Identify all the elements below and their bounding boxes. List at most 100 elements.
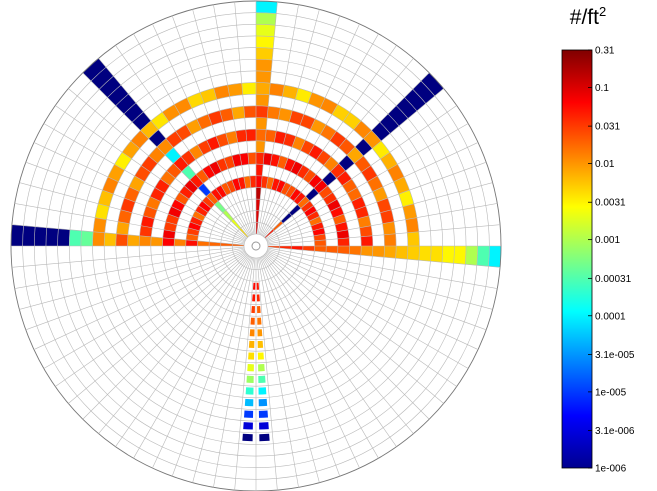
cell-northwest-18 [91,67,114,90]
cell-north-15 [256,47,274,60]
grid-spoke [260,23,360,236]
grid-spoke [263,254,414,434]
cell-arc-4-12 [280,182,292,196]
cell-west-18 [22,225,36,246]
cell-arc-8-29 [154,178,170,194]
cell-arc-10-16 [267,106,281,120]
cell-arc-6-30 [171,199,186,212]
cell-arc-12-26 [140,120,159,139]
grid-spoke [192,9,254,235]
cell-northeast-18 [412,81,435,104]
cell-east-17 [465,246,478,266]
cell-arc-10-33 [117,209,132,224]
cell-north-14 [256,59,273,72]
cell-arc-8-16 [265,129,277,143]
cell-arc-6-25 [195,169,210,184]
cell-northeast-17 [404,89,426,111]
cell-arc-4-5 [306,210,320,222]
cell-west-11 [104,232,117,246]
unit-base: #/ft [569,6,599,29]
cell-northwest-15 [115,94,136,114]
cell-south-left-10 [258,398,268,407]
cell-east-11 [395,246,408,260]
cell-arc-12-9 [353,120,372,139]
cell-arc-8-33 [140,215,155,228]
cell-arc-10-30 [128,175,145,192]
grid-spoke [265,105,457,240]
cell-arc-8-27 [166,163,182,179]
cell-arc-8-1 [359,225,373,237]
grid-spoke [267,247,498,289]
cell-arc-6-24 [202,164,216,179]
cell-south-right-9 [245,387,254,395]
cell-arc-12-29 [114,152,132,171]
cell-arc-12-25 [150,112,169,130]
cell-arc-12-0 [407,231,420,246]
cell-arc-8-19 [235,129,247,143]
cell-arc-10-32 [120,198,136,213]
cell-arc-4-26 [206,192,219,205]
cell-east-19 [488,246,501,268]
cell-arc-8-28 [160,170,176,186]
cell-south-right-13 [242,433,253,442]
cell-south-left-9 [258,387,267,395]
cell-south-right-11 [244,410,254,418]
cell-arc-10-35 [115,233,128,246]
cell-northeast-19 [421,72,444,97]
cell-south-left-5 [257,340,264,349]
cell-south-right-1 [252,294,256,302]
cell-north-19 [256,0,278,14]
colorbar-tick-label: 0.31 [595,46,615,57]
colorbar-tick-label: 0.00031 [595,274,632,285]
cell-arc-6-26 [189,174,204,189]
cell-arc-4-23 [220,182,232,196]
grid-spoke [115,45,250,237]
cell-south-left-11 [258,410,268,418]
grid-spoke [266,251,469,369]
colorbar-tick-label: 0.01 [595,159,615,170]
cell-arc-12-6 [380,152,398,171]
cell-south-right-6 [248,352,255,360]
cell-south-right-2 [251,305,255,314]
cell-arc-10-0 [384,233,397,246]
grid-spoke [266,142,479,242]
grid-spoke [264,254,430,420]
grid-spoke [263,58,414,238]
cell-south-right-3 [250,317,255,325]
cell-west-17 [34,226,47,246]
cell-arc-10-18 [243,105,256,118]
colorbar-tick-label: 3.1e-006 [595,426,635,437]
grid-spoke [213,4,255,235]
cell-north-5 [256,164,264,177]
cell-arc-6-10 [302,169,317,184]
cell-arc-12-15 [282,85,299,100]
cell-arc-6-2 [335,221,349,232]
cell-south-left-7 [258,364,265,372]
cell-north-16 [256,35,275,49]
grid-spoke [267,246,501,268]
cell-northeast-0 [264,229,275,239]
cell-arc-12-18 [241,82,256,95]
cell-arc-12-21 [200,88,217,104]
grid-spoke [11,224,245,246]
cell-arc-4-30 [192,210,206,222]
colorbar-tick-label: 0.1 [595,83,609,94]
grid-spoke [265,252,457,387]
grid-spoke [213,257,255,488]
cell-arc-8-2 [357,215,372,228]
cell-west-19 [10,224,24,246]
grid-spoke [267,249,487,331]
grid-spoke [82,254,248,420]
cell-arc-8-21 [216,133,229,148]
cell-arc-6-28 [179,185,194,200]
cell-arc-4-20 [237,176,246,190]
cell-northwest-16 [107,85,129,106]
cell-arc-4-15 [266,176,275,190]
cell-arc-6-23 [209,161,222,176]
cell-south-right-7 [247,364,254,372]
grid-spoke [171,15,253,235]
cell-arc-6-9 [308,174,323,189]
grid-spoke [14,247,245,289]
colorbar-tick-label: 0.001 [595,235,620,246]
cell-arc-4-17 [256,175,263,188]
